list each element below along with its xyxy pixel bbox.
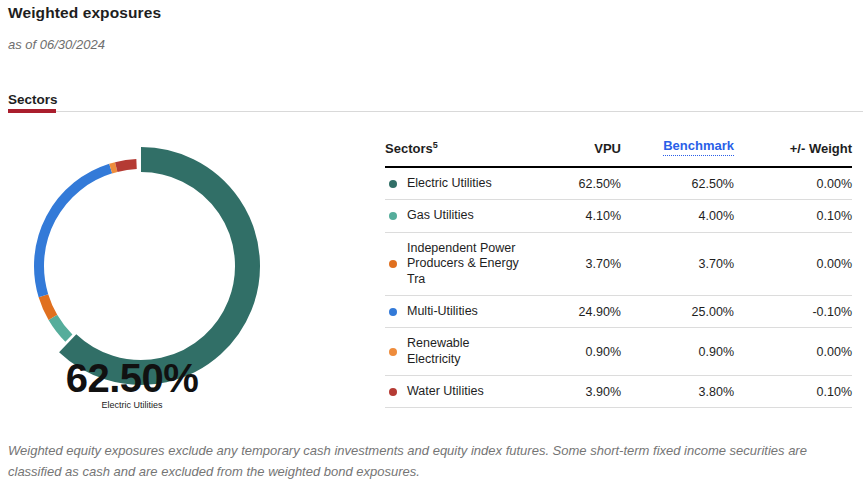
sector-name: Multi-Utilities: [407, 304, 478, 319]
weight-diff-value: 0.10%: [734, 209, 852, 223]
weight-diff-value: 0.10%: [734, 385, 852, 399]
vpu-value: 3.70%: [521, 257, 621, 271]
page-title: Weighted exposures: [8, 4, 161, 22]
table-row: Multi-Utilities 24.90% 25.00% -0.10%: [385, 296, 852, 328]
donut-segment-2[interactable]: [43, 296, 52, 318]
benchmark-value: 25.00%: [621, 305, 734, 319]
benchmark-link[interactable]: Benchmark: [663, 138, 734, 156]
sector-name: Water Utilities: [407, 384, 484, 399]
benchmark-value: 0.90%: [621, 345, 734, 359]
col-header-sectors: Sectors5: [385, 140, 521, 156]
weight-diff-value: 0.00%: [734, 177, 852, 191]
weight-diff-value: -0.10%: [734, 305, 852, 319]
sector-color-dot: [389, 348, 397, 356]
vpu-value: 62.50%: [521, 177, 621, 191]
sector-color-dot: [389, 180, 397, 188]
vpu-value: 4.10%: [521, 209, 621, 223]
sectors-table: Sectors5 VPU Benchmark +/- Weight Electr…: [385, 134, 852, 408]
tab-sectors[interactable]: Sectors: [8, 92, 58, 107]
sector-name: Electric Utilities: [407, 176, 492, 191]
as-of-date: as of 06/30/2024: [8, 37, 105, 52]
table-row: Water Utilities 3.90% 3.80% 0.10%: [385, 376, 852, 408]
benchmark-value: 3.70%: [621, 257, 734, 271]
sector-name: Renewable Electricity: [407, 336, 521, 367]
donut-segment-3[interactable]: [39, 169, 111, 296]
active-tab-indicator: [8, 109, 56, 113]
table-header-row: Sectors5 VPU Benchmark +/- Weight: [385, 134, 852, 168]
vpu-value: 3.90%: [521, 385, 621, 399]
vpu-value: 24.90%: [521, 305, 621, 319]
donut-svg[interactable]: [0, 116, 291, 416]
donut-segment-0[interactable]: [68, 160, 248, 373]
col-header-weight: +/- Weight: [734, 141, 852, 156]
sector-color-dot: [389, 388, 397, 396]
donut-segment-1[interactable]: [53, 317, 69, 338]
weight-diff-value: 0.00%: [734, 345, 852, 359]
col-header-benchmark: Benchmark: [621, 138, 734, 156]
vpu-value: 0.90%: [521, 345, 621, 359]
table-row: Gas Utilities 4.10% 4.00% 0.10%: [385, 200, 852, 232]
footnote-marker: 5: [433, 140, 438, 150]
disclaimer-text: Weighted equity exposures exclude any te…: [8, 441, 858, 480]
sectors-donut-chart: 62.50% Electric Utilities: [0, 116, 291, 416]
sector-color-dot: [389, 260, 397, 268]
table-row: Independent Power Producers & Energy Tra…: [385, 233, 852, 296]
sector-color-dot: [389, 212, 397, 220]
section-divider: [8, 111, 863, 112]
sector-color-dot: [389, 308, 397, 316]
benchmark-value: 62.50%: [621, 177, 734, 191]
sector-name: Independent Power Producers & Energy Tra: [407, 241, 521, 287]
sector-name: Gas Utilities: [407, 208, 474, 223]
donut-segment-4[interactable]: [111, 167, 117, 169]
weight-diff-value: 0.00%: [734, 257, 852, 271]
benchmark-value: 3.80%: [621, 385, 734, 399]
benchmark-value: 4.00%: [621, 209, 734, 223]
donut-segment-5[interactable]: [116, 164, 136, 167]
table-row: Electric Utilities 62.50% 62.50% 0.00%: [385, 168, 852, 200]
weighted-exposures-section: Weighted exposures as of 06/30/2024 Sect…: [0, 0, 863, 480]
col-header-vpu: VPU: [521, 141, 621, 156]
table-row: Renewable Electricity 0.90% 0.90% 0.00%: [385, 328, 852, 376]
